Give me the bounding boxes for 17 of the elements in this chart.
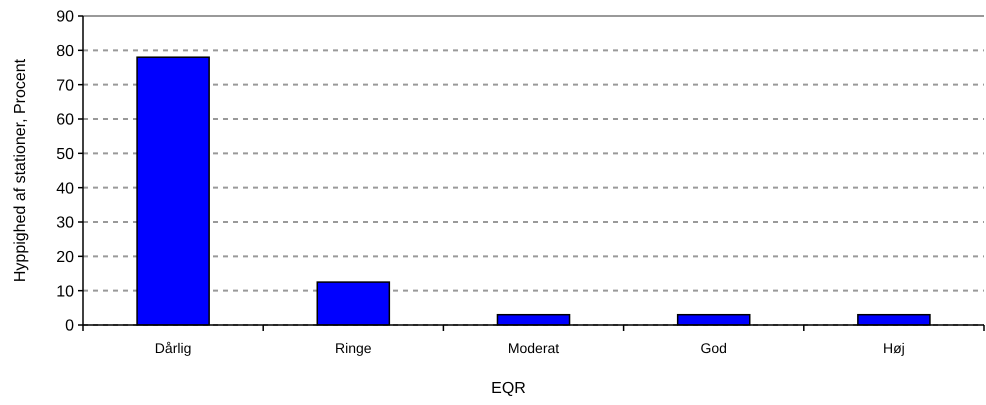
y-tick-label: 60 xyxy=(56,112,74,129)
y-tick-label: 0 xyxy=(65,318,74,335)
y-tick-label: 30 xyxy=(56,214,74,232)
y-tick-label: 50 xyxy=(56,146,74,163)
y-tick-label: 20 xyxy=(56,248,74,266)
y-tick-label: 40 xyxy=(56,180,74,198)
y-tick-label: 80 xyxy=(56,42,74,60)
x-tick-label: God xyxy=(700,340,727,356)
x-tick-label: Moderat xyxy=(508,340,560,356)
y-tick-label: 90 xyxy=(56,8,74,26)
y-axis-title: Hyppighed af stationer, Procent xyxy=(12,58,29,282)
x-axis-title: EQR xyxy=(491,380,526,397)
x-tick-label: Høj xyxy=(883,340,905,356)
x-tick-label: Dårlig xyxy=(154,340,192,356)
y-tick-label: 10 xyxy=(56,283,74,300)
y-tick-label: 70 xyxy=(56,77,74,94)
x-tick-label: Ringe xyxy=(335,340,372,356)
